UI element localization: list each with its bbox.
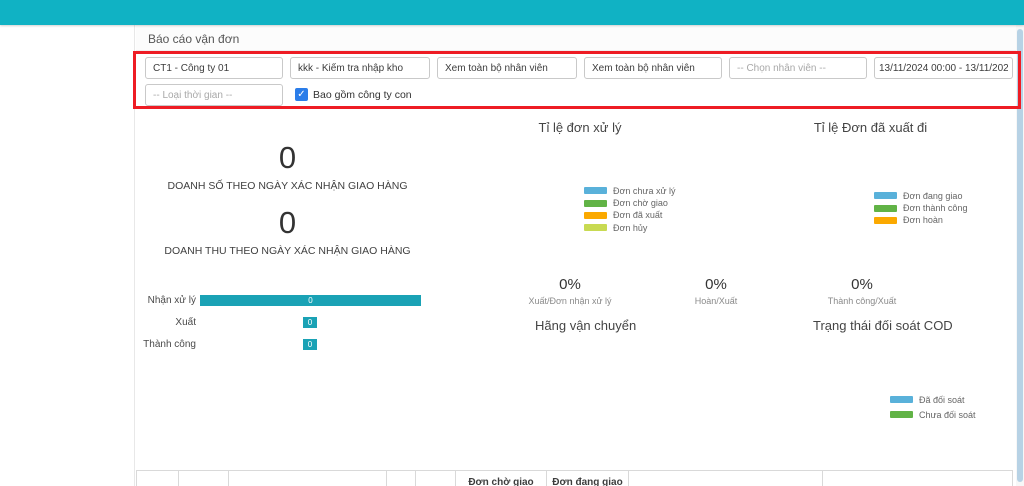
table-header-cell	[136, 471, 178, 486]
legend-item[interactable]: Đơn đang giao	[874, 187, 967, 201]
warehouse-filter[interactable]	[290, 57, 430, 79]
revenue-value: 0	[278, 205, 297, 240]
include-subsidiaries-checkbox[interactable]: ✓	[295, 88, 308, 101]
table-header-cell	[386, 471, 415, 486]
funnel-row-label: Xuất	[175, 317, 196, 328]
funnel-row-label: Nhận xử lý	[147, 295, 196, 306]
table-header-cell	[178, 471, 228, 486]
page-title: Báo cáo vận đơn	[148, 32, 240, 46]
ratio-xuat-don-nhan-xu-ly: 0% Xuất/Đơn nhận xử lý	[528, 276, 612, 306]
staff-view-filter-1[interactable]	[437, 57, 577, 79]
staff-view-filter-2[interactable]	[584, 57, 722, 79]
cod-section-title: Trạng thái đối soát COD	[813, 318, 953, 333]
shipped-chart-title: Tỉ lệ Đơn đã xuất đi	[813, 120, 928, 135]
carrier-section-title: Hãng vận chuyển	[535, 318, 637, 333]
legend-item[interactable]: Đơn đã xuất	[584, 207, 675, 220]
processing-chart-legend: Đơn chưa xử lý Đơn chờ giao Đơn đã xuất …	[584, 182, 675, 233]
revenue-metric: 0	[140, 205, 435, 241]
staff-select-filter[interactable]	[729, 57, 867, 79]
funnel-row-label: Thành công	[143, 339, 196, 350]
sales-value: 0	[278, 140, 297, 175]
table-header-cell	[228, 471, 386, 486]
revenue-metric-label: DOANH THU THEO NGÀY XÁC NHẬN GIAO HÀNG	[164, 245, 411, 257]
time-type-filter[interactable]	[145, 84, 283, 106]
legend-swatch-icon	[874, 192, 897, 200]
vertical-scrollbar-thumb[interactable]	[1017, 29, 1023, 482]
legend-swatch-icon	[584, 199, 607, 207]
legend-swatch-icon	[584, 224, 607, 232]
title-bar	[136, 25, 1024, 51]
legend-item[interactable]: Đơn chờ giao	[584, 194, 675, 208]
legend-swatch-icon	[890, 411, 913, 419]
legend-swatch-icon	[874, 216, 897, 224]
company-filter[interactable]	[145, 57, 283, 79]
sales-metric-label: DOANH SỐ THEO NGÀY XÁC NHẬN GIAO HÀNG	[167, 180, 408, 192]
table-header-cell-don-cho-giao: Đơn chờ giao	[455, 471, 546, 486]
legend-swatch-icon	[584, 187, 607, 195]
shipped-chart-legend: Đơn đang giao Đơn thành công Đơn hoàn	[874, 187, 967, 225]
legend-item[interactable]: Đơn chưa xử lý	[584, 182, 675, 196]
cod-legend: Đã đối soát Chưa đối soát	[890, 391, 976, 421]
legend-item[interactable]: Đã đối soát	[890, 391, 976, 406]
legend-swatch-icon	[874, 204, 897, 212]
ratio-thanh-cong-xuat: 0% Thành công/Xuất	[827, 276, 897, 306]
legend-item[interactable]: Chưa đối soát	[890, 406, 976, 421]
top-bar	[0, 0, 1024, 25]
legend-item[interactable]: Đơn hủy	[584, 219, 675, 233]
funnel-bar-nhan-xu-ly[interactable]: 0	[200, 295, 421, 306]
legend-item[interactable]: Đơn hoàn	[874, 212, 967, 225]
table-header-cell	[628, 471, 822, 486]
funnel-bar-xuat[interactable]: 0	[303, 317, 317, 328]
legend-swatch-icon	[890, 396, 913, 404]
table-header-cell	[415, 471, 455, 486]
date-range-filter[interactable]	[874, 57, 1013, 79]
funnel-bar-thanh-cong[interactable]: 0	[303, 339, 317, 350]
ratio-hoan-xuat: 0% Hoàn/Xuất	[694, 276, 738, 306]
legend-swatch-icon	[584, 211, 607, 219]
orders-table-header: Đơn chờ giao Đơn đang giao	[136, 470, 1013, 486]
table-header-cell-don-dang-giao: Đơn đang giao	[546, 471, 628, 486]
legend-item[interactable]: Đơn thành công	[874, 199, 967, 213]
processing-chart-title: Tỉ lệ đơn xử lý	[538, 120, 622, 135]
table-header-cell	[822, 471, 1013, 486]
sidebar	[0, 25, 135, 486]
include-subsidiaries-label: Bao gồm công ty con	[313, 89, 412, 101]
sales-metric: 0	[140, 140, 435, 176]
